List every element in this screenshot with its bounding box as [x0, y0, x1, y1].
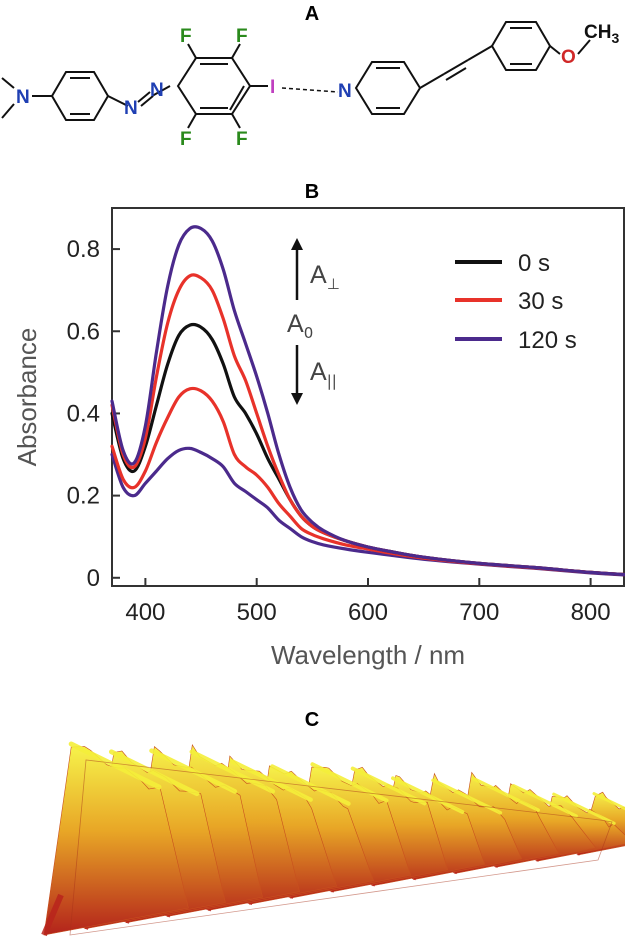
arrow-down-head-icon [291, 393, 303, 405]
x-tick-label-600: 600 [348, 599, 388, 626]
y-tick-label-3: 0.6 [67, 318, 100, 345]
series-line-30-s [110, 273, 625, 577]
atom-methyl: CH3 [584, 22, 619, 46]
panel-label-c: C [305, 709, 319, 731]
label-a-perp: A⊥ [310, 261, 340, 293]
y-tick-label-4: 0.8 [67, 236, 100, 263]
absorbance-chart: 400 500 600 700 800 0 0.2 0.4 0.6 0.8 Wavelength … [12, 207, 625, 670]
ridge-crest [270, 764, 351, 806]
y-tick-label-0: 0 [87, 565, 100, 592]
atom-methyl-main: CH [584, 22, 611, 43]
ridge-crest [108, 749, 200, 797]
ridge-valley [41, 893, 64, 937]
polarization-annotation: A⊥ A0 A|| [287, 238, 340, 405]
molecule-structure [1, 21, 591, 129]
label-a-par-main: A [310, 358, 327, 386]
ridge-crest [229, 759, 313, 802]
x-tick-label-800: 800 [571, 599, 611, 626]
atom-f-bottom-left: F [180, 129, 192, 150]
molecule-atom-labels: N N N F F F F I N O CH3 [16, 22, 619, 150]
ridge-crest [68, 741, 162, 790]
ridge-crest [592, 792, 625, 811]
label-a-par: A|| [310, 358, 337, 390]
legend-label-120s: 120 s [518, 327, 577, 354]
label-a-perp-main: A [310, 261, 327, 289]
series-lines [110, 225, 625, 577]
surface-outline [69, 759, 613, 936]
atom-methyl-sub: 3 [611, 30, 619, 46]
ridge-crest [391, 776, 465, 814]
label-a-zero: A0 [287, 310, 313, 342]
legend: 0 s 30 s 120 s [455, 250, 577, 354]
atom-f-top-right: F [236, 26, 248, 47]
atom-iodine: I [270, 77, 275, 98]
x-tick-label-400: 400 [125, 599, 165, 626]
atom-n-azo-2: N [150, 80, 164, 101]
label-a-perp-sub: ⊥ [327, 275, 340, 293]
legend-label-30s: 30 s [518, 288, 563, 315]
ridge-crest [471, 776, 540, 812]
x-tick-label-500: 500 [237, 599, 277, 626]
arrow-up-head-icon [291, 238, 303, 250]
tick-labels: 400 500 600 700 800 0 0.2 0.4 0.6 0.8 [67, 236, 611, 626]
panel-label-b: B [305, 181, 319, 203]
atom-n-azo-1: N [124, 98, 138, 119]
atom-f-top-left: F [180, 26, 192, 47]
label-a-zero-main: A [287, 310, 304, 338]
legend-label-0s: 0 s [518, 250, 550, 277]
ridge-crest [149, 748, 238, 794]
atom-n-pyridine: N [338, 81, 352, 102]
y-axis-title: Absorbance [12, 328, 42, 467]
atom-f-bottom-right: F [236, 129, 248, 150]
ridge-crest [350, 766, 427, 806]
ridge-crest [552, 792, 616, 825]
x-tick-label-700: 700 [459, 599, 499, 626]
ridge-crest [189, 749, 276, 794]
label-a-par-sub: || [327, 372, 337, 390]
atom-oxygen: O [561, 47, 576, 68]
y-tick-label-2: 0.4 [67, 400, 100, 427]
series-line-120-s [110, 225, 625, 577]
ridge-crest [310, 762, 389, 803]
ridge-crest [511, 784, 578, 818]
x-axis-title: Wavelength / nm [271, 640, 465, 670]
atom-n-amine: N [16, 87, 30, 108]
ridge-1 [41, 741, 189, 937]
y-tick-label-1: 0.2 [67, 483, 100, 510]
series-line-120-s-lower- [110, 446, 625, 577]
panel-label-a: A [305, 3, 319, 25]
surface-relief-grating [41, 741, 625, 937]
label-a-zero-sub: 0 [304, 324, 314, 342]
